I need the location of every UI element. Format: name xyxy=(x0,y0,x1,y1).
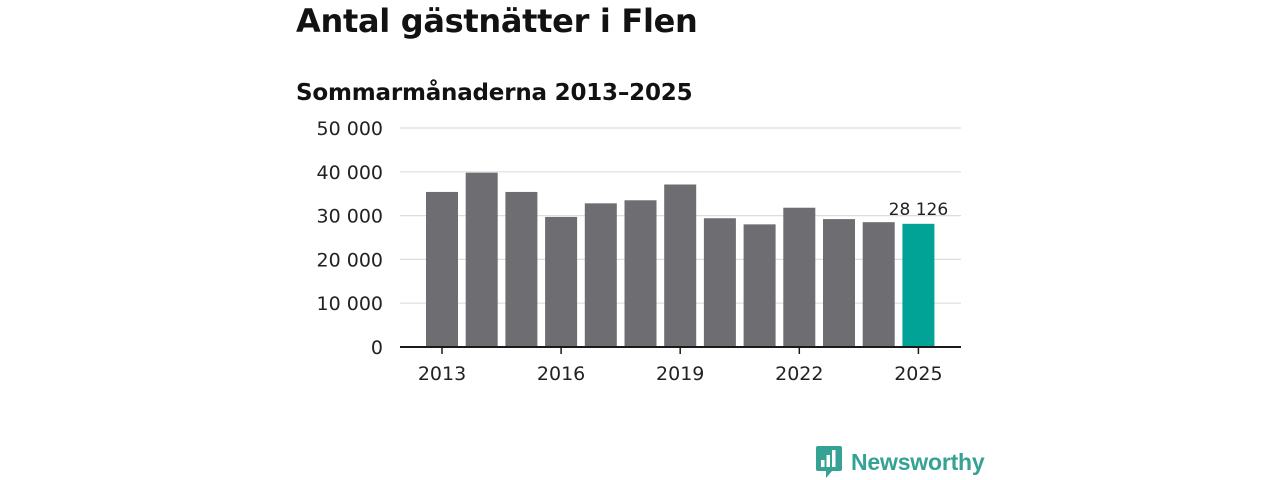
bar xyxy=(584,203,617,347)
bar xyxy=(505,191,538,347)
x-axis xyxy=(400,346,961,354)
bars xyxy=(426,172,935,347)
y-tick-label: 10 000 xyxy=(317,293,383,315)
bar xyxy=(426,191,458,347)
y-tick-label: 40 000 xyxy=(317,162,383,184)
bar xyxy=(743,224,776,347)
x-axis-tick-labels: 2013 2016 2019 2022 2025 xyxy=(418,363,943,385)
bar xyxy=(823,219,855,347)
y-tick-label: 0 xyxy=(371,337,383,359)
x-tick-label: 2025 xyxy=(894,363,942,385)
bar xyxy=(545,216,578,347)
x-tick-label: 2013 xyxy=(418,363,466,385)
bar xyxy=(862,222,895,347)
brand-name: Newsworthy xyxy=(851,448,985,475)
bar xyxy=(664,184,697,347)
x-tick-label: 2016 xyxy=(537,363,585,385)
bar xyxy=(465,172,498,347)
y-axis-tick-labels: 0 10 000 20 000 30 000 40 000 50 000 xyxy=(317,118,383,359)
y-tick-label: 20 000 xyxy=(317,249,383,271)
x-tick-label: 2022 xyxy=(775,363,823,385)
chart-title: Antal gästnätter i Flen xyxy=(296,2,698,40)
data-labels: 28 126 xyxy=(889,200,948,220)
newsworthy-logo: Newsworthy xyxy=(815,445,985,479)
x-tick-label: 2019 xyxy=(656,363,704,385)
y-tick-label: 30 000 xyxy=(317,206,383,228)
y-tick-label: 50 000 xyxy=(317,118,383,140)
bar xyxy=(624,200,657,347)
bar xyxy=(703,218,736,347)
newsworthy-logo-icon xyxy=(816,446,842,478)
bar xyxy=(783,207,816,347)
data-label: 28 126 xyxy=(889,200,948,220)
chart-subtitle: Sommarmånaderna 2013–2025 xyxy=(296,80,693,106)
bar-highlight xyxy=(902,223,935,347)
